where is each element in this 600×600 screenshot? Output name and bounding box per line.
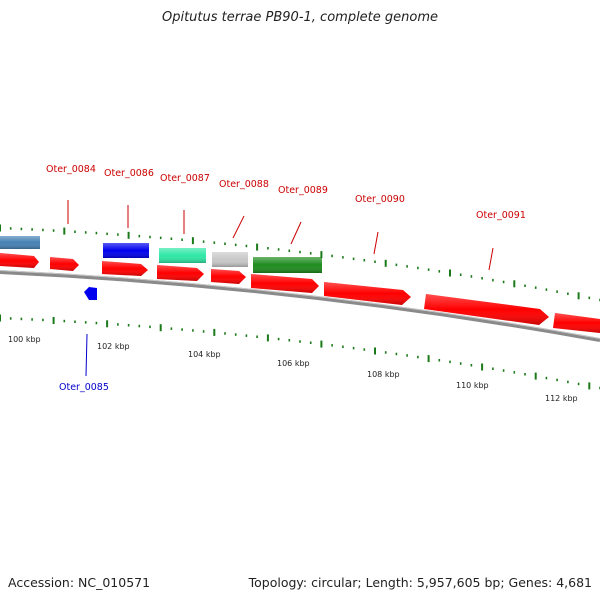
label-connector-reverse (85, 333, 88, 377)
scale-label: 112 kbp (545, 394, 578, 403)
scale-tick-track (0, 314, 600, 390)
gene-label-oter-0084: Oter_0084 (46, 164, 96, 175)
scale-label: 110 kbp (456, 381, 489, 390)
gene-label-oter-0087: Oter_0087 (160, 173, 210, 184)
scale-label: 104 kbp (188, 350, 221, 359)
gene-labels: Oter_0084 Oter_0086 Oter_0087 Oter_0088 … (46, 164, 526, 393)
gene-label-oter-0085: Oter_0085 (59, 382, 109, 393)
scale-label: 100 kbp (8, 335, 41, 344)
scale-label: 102 kbp (97, 342, 130, 351)
label-connectors (67, 200, 494, 271)
gene-label-oter-0088: Oter_0088 (219, 179, 269, 190)
gene-label-oter-0089: Oter_0089 (278, 185, 328, 196)
accession-text: Accession: NC_010571 (8, 575, 151, 590)
genome-summary-text: Topology: circular; Length: 5,957,605 bp… (248, 575, 592, 590)
feature-track (0, 236, 322, 273)
scale-labels: 100 kbp 102 kbp 104 kbp 106 kbp 108 kbp … (8, 335, 578, 403)
reverse-cds-arrow (84, 287, 97, 300)
map-title: Opitutus terrae PB90-1, complete genome (161, 10, 439, 25)
gene-label-oter-0086: Oter_0086 (104, 168, 154, 179)
gene-label-oter-0090: Oter_0090 (355, 194, 405, 205)
gene-label-oter-0091: Oter_0091 (476, 210, 526, 221)
outer-tick-track (0, 224, 600, 302)
scale-label: 106 kbp (277, 359, 310, 368)
scale-label: 108 kbp (367, 370, 400, 379)
genome-backbone (0, 270, 600, 342)
